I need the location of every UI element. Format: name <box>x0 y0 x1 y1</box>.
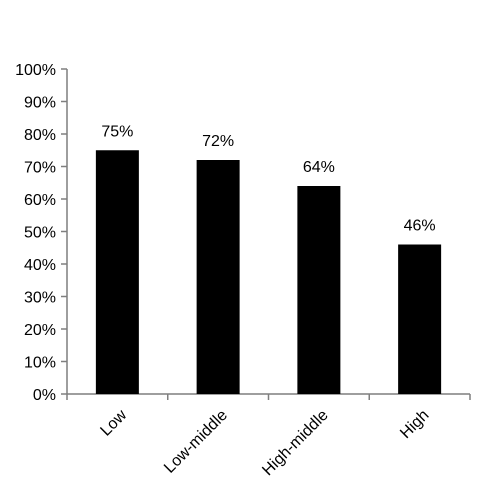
data-label: 64% <box>303 159 335 176</box>
x-category-label: High <box>397 407 432 442</box>
y-tick-label: 50% <box>24 225 56 242</box>
bar-low <box>95 150 139 394</box>
bar-low-middle <box>196 160 240 394</box>
y-tick-label: 100% <box>15 62 56 79</box>
y-tick-label: 20% <box>24 322 56 339</box>
y-tick-label: 40% <box>24 257 56 274</box>
bars <box>95 150 442 394</box>
bar-high-middle <box>297 186 341 394</box>
y-tick-label: 90% <box>24 95 56 112</box>
data-label: 46% <box>404 218 436 235</box>
y-tick-label: 60% <box>24 192 56 209</box>
y-axis: 0% 10% 20% 30% 40% 50% 60% 70% 80% 90% 100% <box>15 62 68 404</box>
bar-high <box>398 244 442 394</box>
y-tick-label: 80% <box>24 127 56 144</box>
y-tick-label: 10% <box>24 355 56 372</box>
y-tick-label: 30% <box>24 290 56 307</box>
x-category-label: High-middle <box>259 407 331 479</box>
data-label: 75% <box>101 123 133 140</box>
x-category-label: Low <box>97 406 130 439</box>
x-axis: Low Low-middle High-middle High <box>66 393 471 479</box>
x-category-label: Low-middle <box>161 407 231 477</box>
y-tick-label: 70% <box>24 160 56 177</box>
y-tick-label: 0% <box>33 387 56 404</box>
data-label: 72% <box>202 133 234 150</box>
data-labels: 75% 72% 64% 46% <box>101 123 435 234</box>
